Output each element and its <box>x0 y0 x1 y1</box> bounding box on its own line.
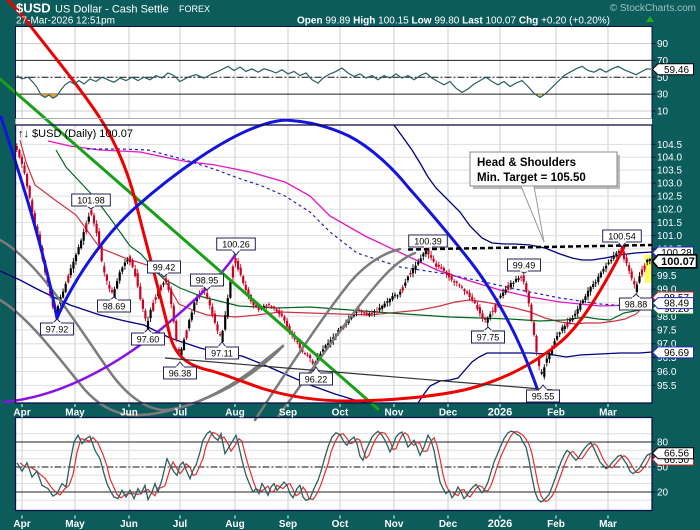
svg-text:Mar: Mar <box>599 408 617 419</box>
svg-text:Jul: Jul <box>173 408 188 419</box>
svg-text:97.75: 97.75 <box>477 333 500 343</box>
svg-text:27-Mar-2026 12:51pm: 27-Mar-2026 12:51pm <box>16 16 115 27</box>
svg-text:96.5: 96.5 <box>657 353 677 364</box>
svg-text:100.39: 100.39 <box>414 237 442 247</box>
svg-text:100.07: 100.07 <box>661 256 695 268</box>
svg-text:2026: 2026 <box>488 407 512 419</box>
svg-text:↑↓ $USD (Daily) 100.07: ↑↓ $USD (Daily) 100.07 <box>18 128 133 140</box>
svg-text:50: 50 <box>657 73 669 84</box>
svg-text:95.55: 95.55 <box>532 392 555 402</box>
svg-text:96.0: 96.0 <box>657 367 677 378</box>
svg-text:FOREX: FOREX <box>179 4 210 14</box>
svg-text:Feb: Feb <box>547 519 565 530</box>
svg-text:97.0: 97.0 <box>657 339 677 350</box>
svg-text:Mar: Mar <box>599 519 617 530</box>
svg-text:98.28: 98.28 <box>664 304 689 315</box>
svg-text:May: May <box>65 408 85 419</box>
svg-text:© StockCharts.com: © StockCharts.com <box>610 3 696 14</box>
svg-text:98.69: 98.69 <box>103 302 126 312</box>
svg-text:97.5: 97.5 <box>657 325 677 336</box>
svg-text:Head & Shoulders: Head & Shoulders <box>477 157 576 169</box>
svg-text:99.0: 99.0 <box>657 285 677 296</box>
svg-text:Dec: Dec <box>439 408 458 419</box>
svg-text:2026: 2026 <box>488 518 512 530</box>
svg-text:Nov: Nov <box>385 408 404 419</box>
svg-text:103.5: 103.5 <box>657 166 682 177</box>
svg-text:95.5: 95.5 <box>657 381 677 392</box>
svg-text:101.5: 101.5 <box>657 218 682 229</box>
svg-text:Apr: Apr <box>13 519 30 530</box>
svg-text:66.56: 66.56 <box>664 449 689 460</box>
svg-text:96.22: 96.22 <box>305 375 328 385</box>
svg-text:96.69: 96.69 <box>664 348 689 359</box>
svg-text:59.46: 59.46 <box>664 65 689 76</box>
svg-text:101.98: 101.98 <box>77 196 105 206</box>
svg-text:100.54: 100.54 <box>608 232 636 242</box>
svg-text:101.0: 101.0 <box>657 231 682 242</box>
svg-text:97.11: 97.11 <box>211 349 233 359</box>
svg-text:98.95: 98.95 <box>196 276 219 286</box>
svg-text:97.92: 97.92 <box>46 325 69 335</box>
svg-text:99.49: 99.49 <box>513 261 536 271</box>
svg-text:104.0: 104.0 <box>657 153 682 164</box>
svg-text:99.42: 99.42 <box>153 263 176 273</box>
svg-text:104.5: 104.5 <box>657 140 682 151</box>
svg-text:Jun: Jun <box>120 519 138 530</box>
svg-text:20: 20 <box>657 487 669 498</box>
svg-text:May: May <box>65 519 85 530</box>
svg-text:Jul: Jul <box>173 519 188 530</box>
svg-text:98.0: 98.0 <box>657 312 677 323</box>
svg-text:103.0: 103.0 <box>657 179 682 190</box>
svg-text:97.60: 97.60 <box>137 335 160 345</box>
svg-text:Sep: Sep <box>279 408 297 419</box>
svg-text:10: 10 <box>657 106 669 117</box>
svg-text:80: 80 <box>657 438 669 449</box>
svg-text:Dec: Dec <box>439 519 458 530</box>
svg-text:98.88: 98.88 <box>625 300 648 310</box>
svg-text:99.5: 99.5 <box>657 271 677 282</box>
svg-text:Oct: Oct <box>332 408 349 419</box>
svg-text:Aug: Aug <box>225 519 244 530</box>
svg-text:66.50: 66.50 <box>664 455 689 466</box>
svg-text:Oct: Oct <box>332 519 349 530</box>
svg-text:Jun: Jun <box>120 408 138 419</box>
svg-text:70: 70 <box>657 56 669 67</box>
svg-text:Nov: Nov <box>385 519 404 530</box>
svg-text:100.28: 100.28 <box>661 248 692 259</box>
svg-text:US Dollar - Cash Settle: US Dollar - Cash Settle <box>55 4 169 16</box>
svg-text:Feb: Feb <box>547 408 565 419</box>
svg-text:50: 50 <box>657 462 669 473</box>
svg-text:$USD: $USD <box>16 1 51 16</box>
svg-text:98.49: 98.49 <box>664 299 689 310</box>
svg-text:Aug: Aug <box>225 408 244 419</box>
svg-text:90: 90 <box>657 39 669 50</box>
svg-text:30: 30 <box>657 90 669 101</box>
svg-text:96.38: 96.38 <box>169 369 192 379</box>
svg-text:Sep: Sep <box>279 519 297 530</box>
svg-text:Apr: Apr <box>13 408 30 419</box>
svg-text:Open 99.89 High 100.15 Low 99.: Open 99.89 High 100.15 Low 99.80 Last 10… <box>297 16 610 27</box>
svg-text:Min. Target = 105.50: Min. Target = 105.50 <box>477 172 586 184</box>
svg-text:100.26: 100.26 <box>222 240 250 250</box>
svg-text:102.5: 102.5 <box>657 192 682 203</box>
svg-text:102.0: 102.0 <box>657 205 682 216</box>
